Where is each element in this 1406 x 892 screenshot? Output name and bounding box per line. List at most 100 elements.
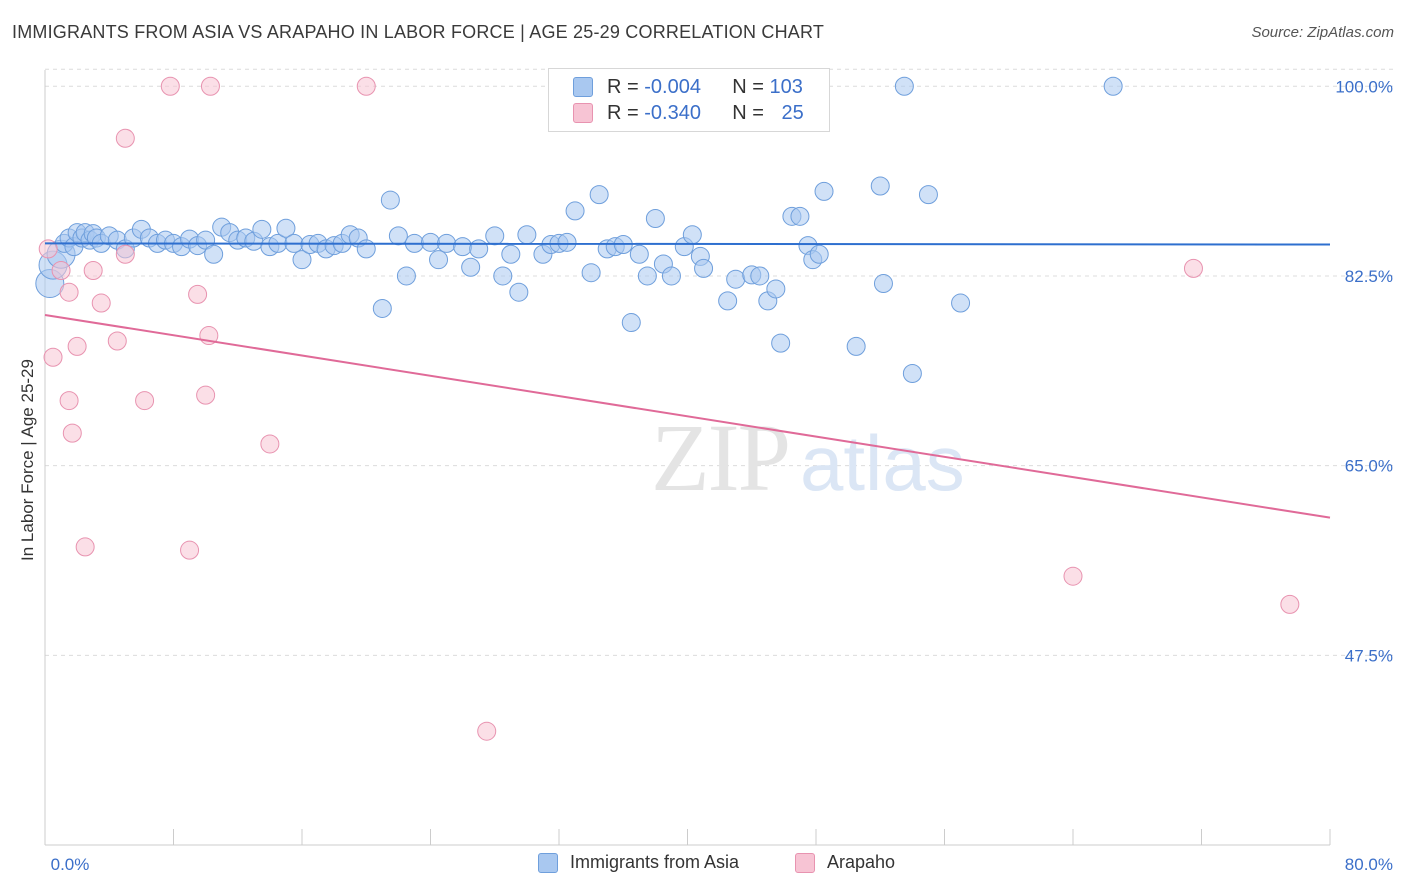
- r-label: R =: [607, 101, 639, 124]
- point-asia: [429, 250, 449, 270]
- legend-item-arapaho[interactable]: Arapaho: [795, 852, 895, 873]
- x-tick-labels: 0.0% 80.0%: [51, 855, 1393, 874]
- point-asia: [557, 232, 577, 252]
- point-asia: [292, 250, 312, 270]
- swatch-asia: [573, 77, 593, 97]
- point-arapaho: [115, 244, 135, 264]
- point-arapaho: [188, 284, 208, 304]
- point-asia: [204, 244, 224, 264]
- stats-legend: R = -0.004 N = 103 R = -0.340 N = 25: [548, 68, 830, 132]
- point-asia: [493, 266, 513, 286]
- point-asia: [718, 291, 738, 311]
- point-asia: [661, 266, 681, 286]
- n-label: N =: [732, 101, 764, 124]
- point-asia: [252, 219, 272, 239]
- point-arapaho: [62, 423, 82, 443]
- point-asia: [621, 313, 641, 333]
- point-asia: [453, 237, 473, 257]
- series-arapaho: [38, 76, 1300, 741]
- point-asia: [951, 293, 971, 313]
- point-asia: [276, 218, 296, 238]
- point-arapaho: [477, 721, 497, 741]
- y-tick-label: 100.0%: [1335, 77, 1393, 96]
- r-value-asia: -0.004: [644, 75, 701, 98]
- point-asia: [894, 76, 914, 96]
- chart-title: IMMIGRANTS FROM ASIA VS ARAPAHO IN LABOR…: [12, 22, 825, 42]
- stats-row-asia: R = -0.004 N = 103: [573, 75, 803, 99]
- point-arapaho: [1063, 566, 1083, 586]
- axes: [44, 70, 1331, 846]
- point-asia: [870, 176, 890, 196]
- point-arapaho: [135, 391, 155, 411]
- point-asia: [694, 258, 714, 278]
- watermark-atlas: atlas: [800, 419, 965, 507]
- point-asia: [809, 244, 829, 264]
- point-asia: [589, 185, 609, 205]
- point-asia: [771, 333, 791, 353]
- watermark-zip: ZIP: [651, 404, 789, 511]
- legend-swatch-arapaho: [795, 852, 815, 873]
- point-asia: [846, 336, 866, 356]
- point-arapaho: [59, 391, 79, 411]
- point-asia: [814, 181, 834, 201]
- point-arapaho: [260, 434, 280, 454]
- legend-label-asia: Immigrants from Asia: [570, 852, 740, 872]
- point-asia: [501, 244, 521, 264]
- point-asia: [1103, 76, 1123, 96]
- point-asia: [565, 201, 585, 221]
- r-value-arapaho: -0.340: [644, 101, 701, 124]
- point-asia: [581, 263, 601, 283]
- point-arapaho: [83, 261, 103, 281]
- source-label: Source: ZipAtlas.com: [1251, 24, 1394, 41]
- point-asia: [396, 266, 416, 286]
- point-asia: [902, 363, 922, 383]
- legend-swatch-asia: [538, 852, 558, 873]
- series-immigrants-from-asia: [35, 76, 1123, 383]
- point-arapaho: [196, 385, 216, 405]
- x-tick-label: 0.0%: [51, 855, 90, 874]
- point-asia: [645, 208, 665, 228]
- series-legend: Immigrants from Asia Arapaho: [0, 852, 1406, 878]
- point-arapaho: [1280, 594, 1300, 614]
- y-tick-label: 82.5%: [1345, 267, 1393, 286]
- point-asia: [637, 266, 657, 286]
- grid-lines: [45, 68, 1395, 656]
- point-arapaho: [43, 347, 63, 367]
- point-asia: [469, 239, 489, 259]
- point-arapaho: [180, 540, 200, 560]
- point-arapaho: [67, 336, 87, 356]
- trend-line-arapaho: [44, 313, 1331, 519]
- point-asia: [356, 239, 376, 259]
- y-tick-label: 47.5%: [1345, 646, 1393, 665]
- point-asia: [629, 244, 649, 264]
- swatch-arapaho: [573, 103, 593, 123]
- point-asia: [509, 282, 529, 302]
- point-asia: [485, 226, 505, 246]
- point-asia: [461, 257, 481, 277]
- stats-row-arapaho: R = -0.340 N = 25: [573, 101, 804, 125]
- legend-item-asia[interactable]: Immigrants from Asia: [538, 852, 739, 873]
- point-arapaho: [59, 282, 79, 302]
- point-asia: [196, 230, 216, 250]
- point-arapaho: [75, 537, 95, 557]
- point-asia: [918, 185, 938, 205]
- point-asia: [380, 190, 400, 210]
- y-tick-labels: 47.5% 65.0% 82.5% 100.0%: [1335, 77, 1393, 665]
- x-tick-label: 80.0%: [1345, 855, 1393, 874]
- point-asia: [873, 274, 893, 294]
- point-arapaho: [91, 293, 111, 313]
- point-arapaho: [160, 76, 180, 96]
- point-arapaho: [356, 76, 376, 96]
- n-value-arapaho: 25: [781, 101, 804, 124]
- legend-label-arapaho: Arapaho: [827, 852, 896, 872]
- point-asia: [517, 225, 537, 245]
- point-arapaho: [115, 128, 135, 148]
- y-tick-label: 65.0%: [1345, 457, 1393, 476]
- trend-lines: [44, 242, 1331, 519]
- point-asia: [388, 226, 408, 246]
- r-label: R =: [607, 75, 639, 98]
- n-label: N =: [732, 75, 764, 98]
- point-asia: [421, 232, 440, 252]
- trend-line-asia: [44, 242, 1331, 246]
